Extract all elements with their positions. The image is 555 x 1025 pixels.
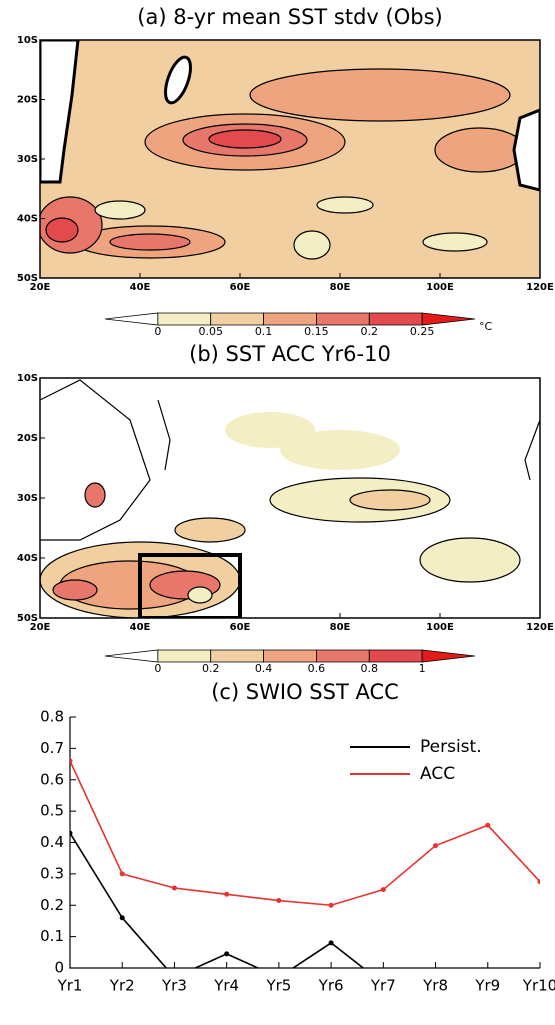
x-tick-label: Yr7 bbox=[370, 977, 396, 995]
x-tick-label: 60E bbox=[230, 622, 251, 633]
panel-title: (b) SST ACC Yr6-10 bbox=[189, 342, 391, 366]
x-tick-label: 100E bbox=[426, 622, 454, 633]
data-point bbox=[328, 902, 334, 908]
colorbar-segment bbox=[368, 312, 423, 326]
y-tick-label: 10S bbox=[17, 373, 38, 384]
y-tick-label: 0.6 bbox=[40, 770, 64, 788]
data-point bbox=[224, 951, 230, 957]
x-tick-label: Yr5 bbox=[265, 977, 291, 995]
colorbar-segment bbox=[104, 312, 159, 326]
colorbar-segment bbox=[421, 312, 476, 326]
y-tick-label: 0.7 bbox=[40, 739, 64, 757]
colorbar-label: 0.05 bbox=[198, 325, 223, 338]
legend-label: Persist. bbox=[420, 737, 482, 757]
x-tick-label: 100E bbox=[426, 282, 454, 293]
series-line bbox=[70, 832, 365, 968]
colorbar-unit: °C bbox=[479, 320, 493, 333]
y-tick-label: 0.1 bbox=[40, 927, 64, 945]
colorbar-label: 0 bbox=[154, 662, 161, 675]
colorbar-segment bbox=[210, 312, 264, 326]
y-tick-label: 10S bbox=[17, 35, 38, 46]
colorbar-label: 0.2 bbox=[202, 662, 220, 675]
y-tick-label: 30S bbox=[17, 154, 38, 165]
y-tick-label: 50S bbox=[17, 613, 38, 624]
colorbar-segment bbox=[421, 649, 476, 663]
y-tick-label: 20S bbox=[17, 433, 38, 444]
x-tick-label: Yr3 bbox=[161, 977, 187, 995]
panel-title: (c) SWIO SST ACC bbox=[211, 680, 399, 704]
x-tick-label: Yr1 bbox=[57, 977, 83, 995]
data-point bbox=[485, 822, 491, 828]
y-tick-label: 0.2 bbox=[40, 896, 64, 914]
y-tick-label: 0.5 bbox=[40, 802, 64, 820]
colorbar-label: 1 bbox=[419, 662, 426, 675]
y-tick-label: 0.3 bbox=[40, 864, 64, 882]
data-point bbox=[70, 758, 73, 764]
x-tick-label: 20E bbox=[30, 622, 51, 633]
colorbar-segment bbox=[157, 649, 212, 663]
colorbar-segment bbox=[316, 649, 370, 663]
y-tick-label: 20S bbox=[17, 95, 38, 106]
legend-label: ACC bbox=[420, 764, 455, 784]
data-point bbox=[119, 871, 125, 877]
colorbar-segment bbox=[210, 649, 264, 663]
colorbar-label: 0.2 bbox=[361, 325, 379, 338]
colorbar-segment bbox=[263, 312, 317, 326]
data-point bbox=[328, 940, 334, 946]
y-tick-label: 40S bbox=[17, 214, 38, 225]
x-tick-label: 120E bbox=[526, 282, 554, 293]
plot-area bbox=[70, 758, 540, 968]
y-tick-label: 30S bbox=[17, 493, 38, 504]
colorbar-segment bbox=[316, 312, 370, 326]
data-point bbox=[70, 830, 73, 836]
x-tick-label: 120E bbox=[526, 622, 554, 633]
data-point bbox=[171, 885, 177, 891]
y-tick-label: 0.4 bbox=[40, 833, 64, 851]
data-point bbox=[380, 887, 386, 893]
x-tick-label: Yr10 bbox=[522, 977, 555, 995]
colorbar-segment bbox=[368, 649, 423, 663]
y-tick-label: 40S bbox=[17, 553, 38, 564]
y-tick-label: 50S bbox=[17, 273, 38, 284]
x-tick-label: Yr9 bbox=[474, 977, 500, 995]
colorbar-label: 0.8 bbox=[361, 662, 379, 675]
data-point bbox=[276, 898, 282, 904]
colorbar-label: 0.1 bbox=[255, 325, 273, 338]
data-point bbox=[537, 879, 540, 885]
colorbar-segment bbox=[157, 312, 212, 326]
map-a-field bbox=[40, 40, 540, 278]
x-tick-label: Yr2 bbox=[109, 977, 135, 995]
colorbar-segment bbox=[104, 649, 159, 663]
y-tick-label: 0 bbox=[54, 959, 64, 977]
data-point bbox=[224, 891, 230, 897]
colorbar-label: 0.6 bbox=[308, 662, 326, 675]
x-tick-label: Yr8 bbox=[422, 977, 448, 995]
x-tick-label: 40E bbox=[130, 622, 151, 633]
x-tick-label: 20E bbox=[30, 282, 51, 293]
map-b-field bbox=[40, 378, 540, 618]
axes-frame bbox=[69, 717, 540, 969]
y-tick-label: 0.8 bbox=[40, 708, 64, 726]
x-tick-label: 60E bbox=[230, 282, 251, 293]
colorbar-label: 0 bbox=[154, 325, 161, 338]
colorbar-label: 0.4 bbox=[255, 662, 273, 675]
x-tick-label: 80E bbox=[330, 622, 351, 633]
colorbar-label: 0.25 bbox=[410, 325, 435, 338]
panel-title: (a) 8-yr mean SST stdv (Obs) bbox=[137, 5, 442, 29]
x-tick-label: Yr6 bbox=[318, 977, 344, 995]
x-tick-label: Yr4 bbox=[213, 977, 239, 995]
data-point bbox=[119, 915, 125, 921]
colorbar-label: 0.15 bbox=[304, 325, 329, 338]
x-tick-label: 40E bbox=[130, 282, 151, 293]
data-point bbox=[433, 843, 439, 849]
colorbar-segment bbox=[263, 649, 317, 663]
series-line bbox=[70, 760, 540, 907]
x-tick-label: 80E bbox=[330, 282, 351, 293]
